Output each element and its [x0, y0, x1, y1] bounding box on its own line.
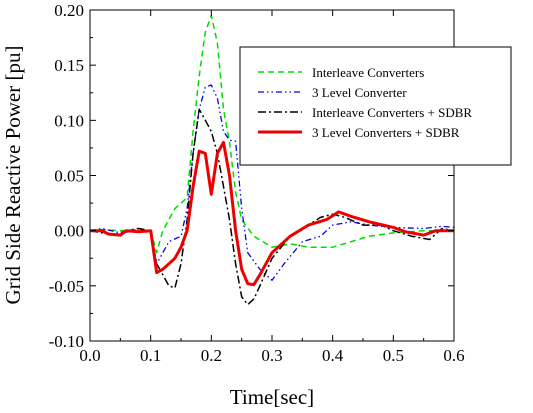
x-tick-label: 0.0: [79, 346, 100, 365]
legend-box: [239, 46, 512, 166]
x-tick-label: 0.6: [443, 346, 464, 365]
x-tick-label: 0.3: [261, 346, 282, 365]
legend-label: 3 Level Converter: [312, 85, 407, 100]
y-tick-label: -0.05: [49, 277, 84, 296]
x-axis-title: Time[sec]: [230, 385, 314, 409]
y-tick-label: 0.20: [54, 1, 84, 20]
series-layer: [90, 14, 454, 306]
series-line-4: [90, 140, 454, 287]
x-tick-label: 0.2: [201, 346, 222, 365]
x-tick-label: 0.1: [140, 346, 161, 365]
x-tick-label: 0.5: [383, 346, 404, 365]
y-tick-label: 0.05: [54, 167, 84, 186]
y-axis-title: Grid Side Reactive Power [pu]: [1, 46, 25, 305]
axis-layer: 0.0 0.1 0.2 0.3 0.4 0.5 0.6 -0.10 -0.05 0.00 0.05 0…: [49, 1, 465, 365]
legend-label: 3 Level Converters + SDBR: [312, 125, 460, 140]
legend-label: Interleave Converters: [312, 65, 424, 80]
y-tick-label: 0.15: [54, 56, 84, 75]
y-tick-label: -0.10: [49, 332, 84, 351]
y-tick-label: 0.10: [54, 111, 84, 130]
series-line-3: [90, 108, 454, 306]
x-tick-label: 0.4: [322, 346, 344, 365]
legend-label: Interleave Converters + SDBR: [312, 105, 472, 120]
y-tick-label: 0.00: [54, 222, 84, 241]
legend: Interleave Converters 3 Level Converter In…: [239, 46, 512, 166]
